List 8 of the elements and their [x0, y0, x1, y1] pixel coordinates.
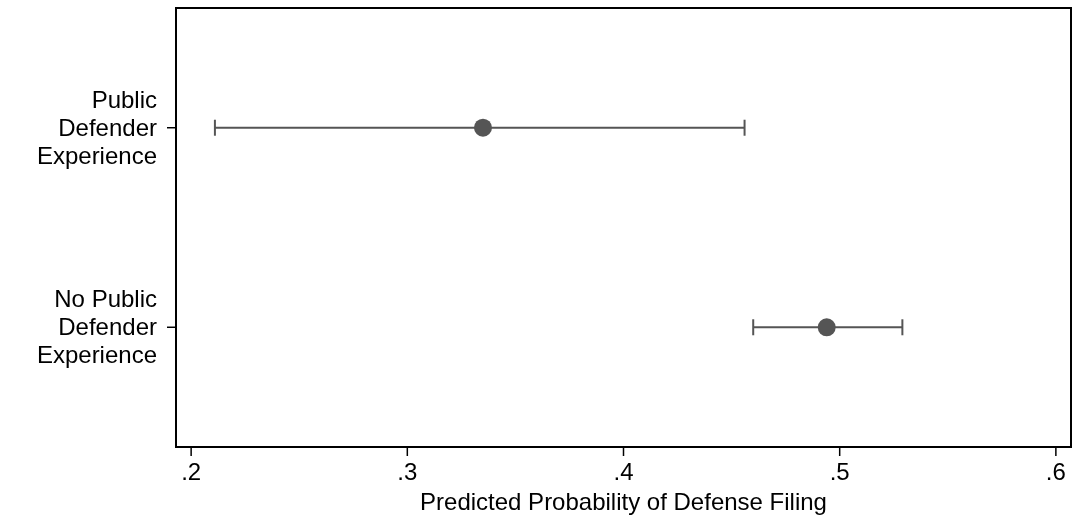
y-tick-label: Public Defender Experience: [36, 85, 157, 169]
x-tick-label: .4: [613, 458, 634, 485]
x-tick-label: .2: [181, 458, 202, 485]
x-tick-label: .5: [829, 458, 850, 485]
x-tick-label: .6: [1045, 458, 1066, 485]
x-tick-label: .3: [397, 458, 418, 485]
x-axis-title: Predicted Probability of Defense Filing: [420, 488, 827, 515]
y-tick-label: No Public Defender Experience: [36, 285, 157, 369]
